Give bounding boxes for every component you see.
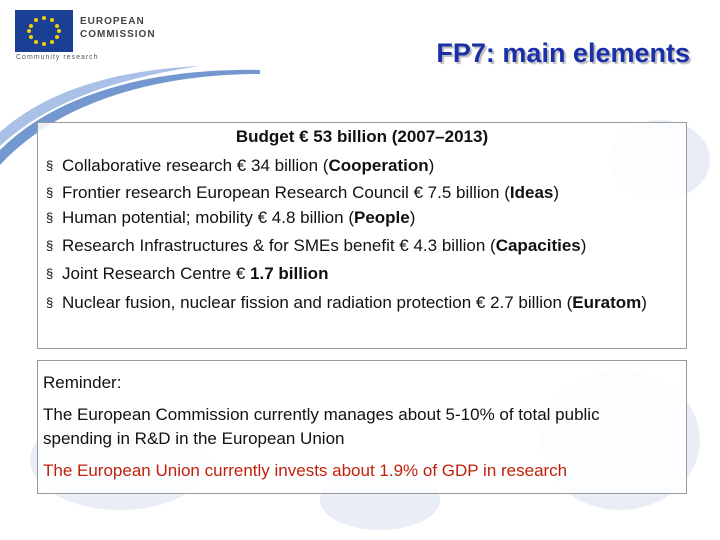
reminder-highlight: The European Union currently invests abo… [43,461,568,480]
bullet-text: ) [580,236,587,255]
bullet-marker: § [46,266,54,281]
bullet-text: Frontier research European Research Coun… [62,183,510,202]
budget-box: Budget € 53 billion (2007–2013) § Collabo… [37,122,687,349]
bullet-marker: § [46,210,54,225]
bullet-text: ) [553,183,560,202]
reminder-heading: Reminder: [43,373,122,392]
bullet-text: Cooperation [328,156,429,175]
bullet-text: Ideas [509,183,554,202]
bullet-marker: § [46,158,54,173]
reminder-box: Reminder: The European Commission curren… [37,360,687,494]
bullet-text: Euratom [572,293,642,312]
bullet-text: ) [409,208,416,227]
slide-title: FP7: main elements [436,38,690,68]
bullet-text: Collaborative research € 34 billion ( [62,156,329,175]
bullet-text: Human potential; mobility € 4.8 billion … [62,208,354,227]
box-heading: Budget € 53 billion (2007–2013) [235,127,489,146]
bullet-marker: § [46,238,54,253]
bullet: Nuclear fusion, nuclear fission and radi… [62,292,662,314]
bullet-text: ) [641,293,647,312]
logo-tagline: Community research [16,54,99,61]
bullet: Collaborative research € 34 billion (Coo… [62,155,662,177]
bullet-marker: § [46,185,54,200]
bullet: Joint Research Centre € 1.7 billion [62,263,662,285]
bullet-text: Nuclear fusion, nuclear fission and radi… [62,293,573,312]
logo-text: EUROPEAN [80,16,145,27]
reminder-text: The European Commission currently manage… [43,405,600,448]
bullet: Research Infrastructures & for SMEs bene… [62,235,662,257]
bullet-text: Capacities [495,236,581,255]
bullet-text: Research Infrastructures & for SMEs bene… [62,236,496,255]
bullet-marker: § [46,295,54,310]
bullet-text: ) [428,156,435,175]
bullet-text: Joint Research Centre € [62,264,251,283]
bullet-text: 1.7 billion [250,264,329,283]
logo-text: COMMISSION [80,29,156,40]
bullet: Human potential; mobility € 4.8 billion … [62,207,662,229]
bullet-text: People [353,208,410,227]
bullet: Frontier research European Research Coun… [62,182,662,204]
